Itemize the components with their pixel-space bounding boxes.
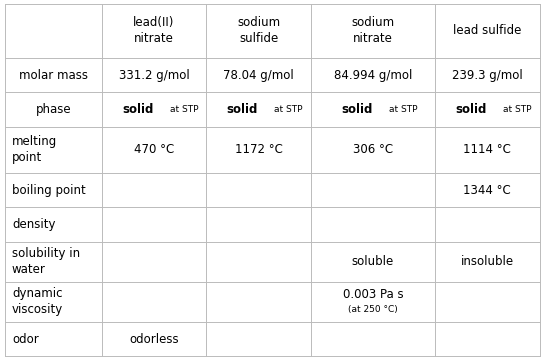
Text: phase: phase [36,103,71,116]
Text: melting
point: melting point [12,135,57,165]
Text: sodium
sulfide: sodium sulfide [237,16,280,45]
Text: solid: solid [455,103,487,116]
Text: insoluble: insoluble [461,255,514,268]
Text: soluble: soluble [352,255,394,268]
Text: molar mass: molar mass [19,69,88,82]
Text: solid: solid [341,103,372,116]
Text: solid: solid [122,103,153,116]
Text: density: density [12,218,56,231]
Text: odorless: odorless [129,333,179,346]
Text: 78.04 g/mol: 78.04 g/mol [223,69,294,82]
Text: at STP: at STP [169,105,198,114]
Text: odor: odor [12,333,39,346]
Text: 84.994 g/mol: 84.994 g/mol [334,69,412,82]
Text: 1344 °C: 1344 °C [463,184,511,197]
Text: lead(II)
nitrate: lead(II) nitrate [134,16,175,45]
Text: lead sulfide: lead sulfide [453,24,522,37]
Text: at STP: at STP [503,105,531,114]
Text: at STP: at STP [275,105,303,114]
Text: 239.3 g/mol: 239.3 g/mol [452,69,523,82]
Text: sodium
nitrate: sodium nitrate [352,16,395,45]
Text: (at 250 °C): (at 250 °C) [348,305,398,314]
Text: 0.003 Pa s: 0.003 Pa s [343,288,403,301]
Text: dynamic
viscosity: dynamic viscosity [12,287,63,316]
Text: at STP: at STP [389,105,417,114]
Text: 1172 °C: 1172 °C [235,143,283,156]
Text: 306 °C: 306 °C [353,143,393,156]
Text: boiling point: boiling point [12,184,86,197]
Text: 331.2 g/mol: 331.2 g/mol [119,69,189,82]
Text: 470 °C: 470 °C [134,143,174,156]
Text: solubility in
water: solubility in water [12,247,80,276]
Text: 1114 °C: 1114 °C [463,143,511,156]
Text: solid: solid [227,103,258,116]
